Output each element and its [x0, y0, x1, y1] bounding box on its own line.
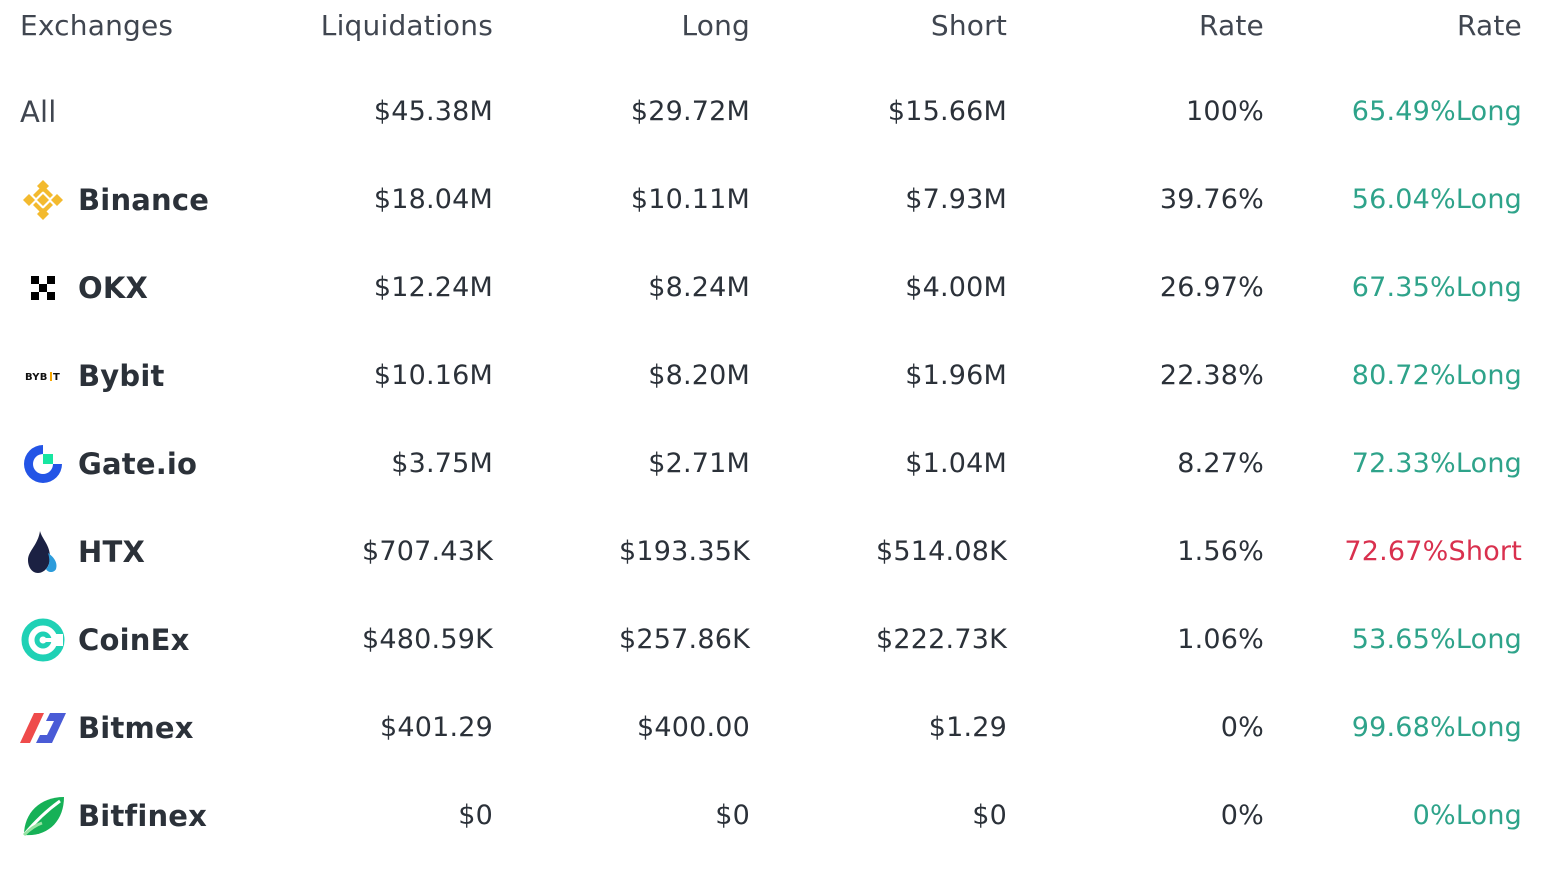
bitfinex-logo-icon — [20, 793, 66, 839]
short-value: $1.29 — [928, 712, 1007, 743]
exchange-name: Gate.io — [20, 438, 280, 490]
short-value: $4.00M — [905, 272, 1007, 303]
exchange-name: HTX — [20, 526, 280, 578]
short-value: $1.04M — [905, 448, 1007, 479]
coinex-logo-icon — [20, 617, 66, 663]
ratio-value: 56.04%Long — [1351, 184, 1522, 215]
rate-value: 22.38% — [1159, 360, 1264, 391]
bybit-logo-icon: BYB T — [20, 353, 66, 399]
exchange-label: OKX — [78, 271, 149, 305]
exchange-label: Bitfinex — [78, 799, 208, 833]
exchange-label: CoinEx — [78, 623, 190, 657]
okx-logo-icon — [20, 265, 66, 311]
ratio-value: 72.67%Short — [1344, 536, 1522, 567]
exchange-name: All — [20, 86, 280, 138]
rate-value: 0% — [1220, 800, 1264, 831]
rate-value: 1.06% — [1177, 624, 1264, 655]
exchange-label: Gate.io — [78, 447, 198, 481]
ratio-value: 0%Long — [1412, 800, 1522, 831]
table-row[interactable]: Bitmex $401.29 $400.00 $1.29 0% 99.68%Lo… — [0, 702, 1542, 790]
rate-value: 0% — [1220, 712, 1264, 743]
short-value: $1.96M — [905, 360, 1007, 391]
long-value: $193.35K — [619, 536, 750, 567]
ratio-value: 67.35%Long — [1351, 272, 1522, 303]
svg-text:T: T — [53, 372, 60, 383]
ratio-value: 53.65%Long — [1351, 624, 1522, 655]
exchange-name: BYB T Bybit — [20, 350, 280, 402]
table-row[interactable]: Bitfinex $0 $0 $0 0% 0%Long — [0, 790, 1542, 878]
liquidations-value: $3.75M — [391, 448, 493, 479]
header-exchanges[interactable]: Exchanges — [20, 9, 174, 42]
header-short[interactable]: Short — [930, 9, 1007, 42]
binance-logo-icon — [20, 177, 66, 223]
bitmex-logo-icon — [20, 705, 66, 751]
ratio-value: 72.33%Long — [1351, 448, 1522, 479]
exchange-name: Binance — [20, 174, 280, 226]
rate-value: 39.76% — [1159, 184, 1264, 215]
exchange-label: HTX — [78, 535, 146, 569]
ratio-value: 65.49%Long — [1351, 96, 1522, 127]
long-value: $29.72M — [630, 96, 750, 127]
exchange-label: Binance — [78, 183, 210, 217]
svg-text:BYB: BYB — [25, 372, 48, 383]
liquidations-value: $707.43K — [362, 536, 493, 567]
rate-value: 8.27% — [1177, 448, 1264, 479]
table-row[interactable]: HTX $707.43K $193.35K $514.08K 1.56% 72.… — [0, 526, 1542, 614]
liquidations-value: $0 — [458, 800, 493, 831]
ratio-value: 99.68%Long — [1351, 712, 1522, 743]
header-long[interactable]: Long — [681, 9, 750, 42]
liquidations-value: $10.16M — [373, 360, 493, 391]
short-value: $514.08K — [876, 536, 1007, 567]
table-row[interactable]: All $45.38M $29.72M $15.66M 100% 65.49%L… — [0, 86, 1542, 174]
short-value: $0 — [972, 800, 1007, 831]
short-value: $15.66M — [887, 96, 1007, 127]
liquidations-value: $401.29 — [379, 712, 493, 743]
short-value: $7.93M — [905, 184, 1007, 215]
gateio-logo-icon — [20, 441, 66, 487]
liquidations-value: $18.04M — [373, 184, 493, 215]
liquidations-value: $45.38M — [373, 96, 493, 127]
short-value: $222.73K — [876, 624, 1007, 655]
liquidations-value: $12.24M — [373, 272, 493, 303]
rate-value: 26.97% — [1159, 272, 1264, 303]
table-row[interactable]: OKX $12.24M $8.24M $4.00M 26.97% 67.35%L… — [0, 262, 1542, 350]
long-value: $0 — [715, 800, 750, 831]
long-value: $10.11M — [630, 184, 750, 215]
exchange-name: Bitmex — [20, 702, 280, 754]
table-row[interactable]: Gate.io $3.75M $2.71M $1.04M 8.27% 72.33… — [0, 438, 1542, 526]
header-ratio[interactable]: Rate — [1456, 9, 1522, 42]
long-value: $400.00 — [636, 712, 750, 743]
exchange-label: Bybit — [78, 359, 165, 393]
table-row[interactable]: BYB T Bybit $10.16M $8.20M $1.96M 22.38%… — [0, 350, 1542, 438]
rate-value: 100% — [1186, 96, 1264, 127]
exchange-label: All — [20, 95, 57, 129]
liquidations-value: $480.59K — [362, 624, 493, 655]
table-header: Exchanges Liquidations Long Short Rate R… — [0, 0, 1542, 88]
long-value: $257.86K — [619, 624, 750, 655]
exchange-label: Bitmex — [78, 711, 194, 745]
long-value: $8.20M — [648, 360, 750, 391]
long-value: $2.71M — [648, 448, 750, 479]
liquidations-table: Exchanges Liquidations Long Short Rate R… — [0, 0, 1542, 837]
rate-value: 1.56% — [1177, 536, 1264, 567]
header-rate[interactable]: Rate — [1198, 9, 1264, 42]
exchange-name: CoinEx — [20, 614, 280, 666]
exchange-name: OKX — [20, 262, 280, 314]
table-row[interactable]: CoinEx $480.59K $257.86K $222.73K 1.06% … — [0, 614, 1542, 702]
table-row[interactable]: Binance $18.04M $10.11M $7.93M 39.76% 56… — [0, 174, 1542, 262]
header-liquidations[interactable]: Liquidations — [320, 9, 493, 42]
ratio-value: 80.72%Long — [1351, 360, 1522, 391]
long-value: $8.24M — [648, 272, 750, 303]
htx-logo-icon — [20, 529, 66, 575]
exchange-name: Bitfinex — [20, 790, 280, 842]
